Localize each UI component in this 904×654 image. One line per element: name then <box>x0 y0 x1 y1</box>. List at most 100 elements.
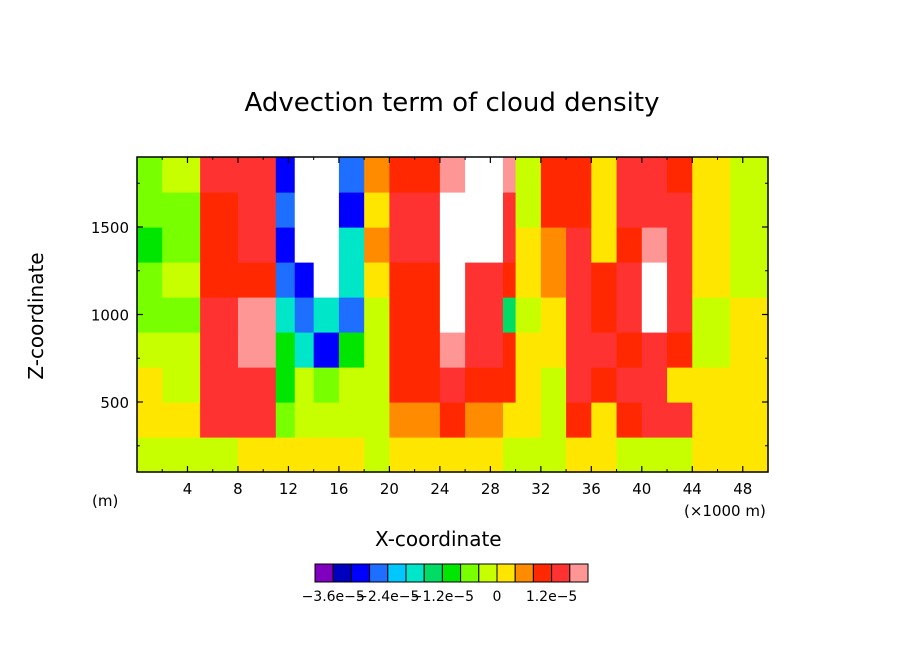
x-tick-label: 4 <box>183 480 193 498</box>
x-tick-label: 32 <box>531 480 550 498</box>
heatmap-cell <box>364 192 390 228</box>
heatmap-cell <box>540 332 567 368</box>
heatmap-cell <box>641 297 668 333</box>
heatmap-cell <box>338 437 365 473</box>
heatmap-cell <box>616 437 643 473</box>
heatmap-cell <box>439 402 466 438</box>
heatmap-cell <box>389 157 441 193</box>
heatmap-cell <box>515 297 542 333</box>
heatmap-cell <box>338 192 365 228</box>
heatmap-cell <box>692 227 731 263</box>
heatmap-cell <box>730 157 769 193</box>
heatmap-cell <box>200 297 239 333</box>
heatmap-cell <box>667 227 693 263</box>
colorbar-swatch <box>496 563 516 583</box>
heatmap-cell <box>692 192 731 228</box>
heatmap-cell <box>275 367 296 403</box>
heatmap-cell <box>465 157 504 193</box>
heatmap-cell <box>616 402 643 438</box>
colorbar-swatch <box>551 563 571 583</box>
heatmap-cell <box>200 402 239 438</box>
heatmap-cell <box>641 227 668 263</box>
colorbar-swatch <box>405 563 425 583</box>
heatmap-cell <box>692 367 731 403</box>
heatmap-cell <box>439 157 466 193</box>
heatmap-cell <box>515 332 542 368</box>
heatmap-cell <box>502 332 517 368</box>
colorbar-tick-label: 0 <box>493 589 502 605</box>
heatmap-cell <box>730 367 769 403</box>
heatmap-cell <box>730 437 769 473</box>
heatmap-cell <box>237 437 277 473</box>
heatmap-cell <box>465 367 504 403</box>
heatmap-cell <box>338 332 365 368</box>
heatmap-cell <box>338 402 365 438</box>
heatmap-cell <box>465 297 504 333</box>
heatmap-cell <box>294 262 315 298</box>
heatmap-cell <box>616 297 643 333</box>
heatmap-cell <box>439 192 466 228</box>
heatmap-cell <box>162 437 201 473</box>
heatmap-cell <box>237 227 277 263</box>
heatmap-cell <box>502 192 517 228</box>
heatmap-cell <box>364 227 390 263</box>
heatmap-cell <box>237 367 277 403</box>
heatmap-cell <box>237 297 277 333</box>
heatmap-cell <box>616 192 643 228</box>
heatmap-cell <box>313 262 340 298</box>
heatmap-cell <box>730 262 769 298</box>
heatmap-cell <box>566 227 592 263</box>
heatmap-cell <box>200 227 239 263</box>
colorbar-swatch <box>387 563 407 583</box>
colorbar-swatch <box>441 563 462 583</box>
heatmap-cell <box>502 227 517 263</box>
heatmap-cell <box>275 227 296 263</box>
heatmap-cell <box>515 402 542 438</box>
heatmap-cell <box>692 157 731 193</box>
heatmap-cell <box>540 262 567 298</box>
heatmap-cell <box>294 367 315 403</box>
heatmap-cell <box>566 437 592 473</box>
y-tick-label: 1000 <box>91 307 129 325</box>
heatmap-cell <box>692 297 731 333</box>
heatmap-cell <box>566 157 592 193</box>
heatmap-cell <box>275 437 296 473</box>
x-tick-label: 16 <box>329 480 348 498</box>
heatmap-cell <box>439 227 466 263</box>
heatmap-cell <box>439 297 466 333</box>
heatmap-cell <box>439 262 466 298</box>
heatmap-cell <box>502 262 517 298</box>
heatmap-cell <box>591 402 618 438</box>
heatmap-cell <box>515 192 542 228</box>
heatmap-cell <box>502 157 517 193</box>
heatmap-cell <box>515 367 542 403</box>
x-tick-label: 36 <box>582 480 601 498</box>
heatmap-cell <box>692 332 731 368</box>
heatmap-cell <box>162 192 201 228</box>
x-axis-unit-left: (m) <box>92 492 119 510</box>
chart-title: Advection term of cloud density <box>244 88 660 118</box>
heatmap-cell <box>641 402 668 438</box>
heatmap-cell <box>137 157 163 193</box>
heatmap-cell <box>439 367 466 403</box>
colorbar-tick-label: −2.4e−5 <box>356 589 419 605</box>
heatmap-cell <box>364 297 390 333</box>
heatmap-cell <box>591 437 618 473</box>
heatmap-cell <box>591 157 618 193</box>
x-tick-label: 40 <box>632 480 651 498</box>
heatmap-cell <box>275 157 296 193</box>
colorbar-tick-label: 1.2e−5 <box>526 589 578 605</box>
x-tick-label: 48 <box>733 480 752 498</box>
heatmap-cell <box>566 402 592 438</box>
heatmap-cell <box>540 367 567 403</box>
heatmap-cell <box>313 332 340 368</box>
heatmap-cell <box>641 157 668 193</box>
heatmap-cell <box>389 367 441 403</box>
heatmap-cell <box>200 157 239 193</box>
heatmap-cell <box>540 192 567 228</box>
heatmap-cell <box>540 227 567 263</box>
heatmap-cell <box>566 367 592 403</box>
heatmap-cell <box>137 227 163 263</box>
